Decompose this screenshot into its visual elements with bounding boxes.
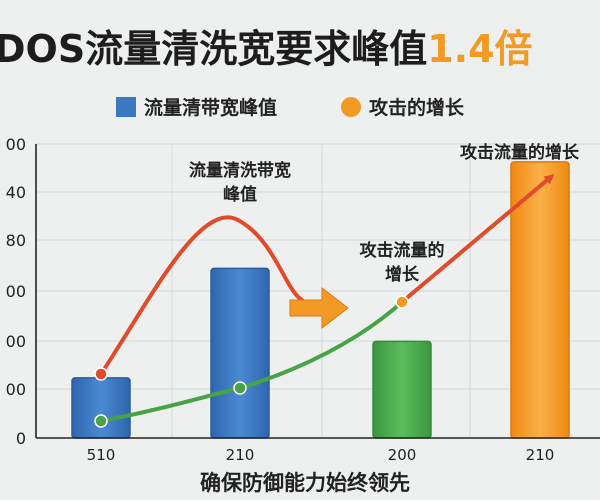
annotation-bandwidth-line2: 峰值 [223, 184, 257, 205]
legend-swatch-bandwidth [116, 97, 136, 117]
chart-title-main: DOS流量清洗宽要求峰值 [0, 27, 427, 71]
annotation-bandwidth-line1: 流量清洗带宽 [189, 160, 291, 181]
chart-title: DOS流量清洗宽要求峰值1.4倍 [0, 27, 533, 71]
y-tick-label: 00 [6, 380, 26, 399]
chart-text: 确保防御能力始终领先流量清洗带宽峰值攻击流量的增长攻击流量的增长流量清带宽峰值攻… [0, 27, 580, 495]
legend-swatch-attack [341, 97, 361, 117]
y-tick-label: 00 [6, 332, 26, 351]
x-axis-title: 确保防御能力始终领先 [200, 471, 410, 495]
trend-lines [94, 174, 555, 428]
y-tick-label: 00 [6, 282, 26, 301]
bar-200 [372, 340, 432, 439]
bar-510 [71, 377, 131, 439]
green-point [233, 381, 247, 395]
legend-label-bandwidth: 流量清带宽峰值 [144, 96, 277, 119]
annotation-attack-line2: 增长 [385, 264, 420, 285]
x-tick-label: 200 [388, 446, 417, 464]
y-tick-label: 40 [6, 183, 26, 202]
red-rising-arrow [400, 174, 555, 304]
x-tick-label: 510 [87, 446, 116, 464]
bar-210 [210, 267, 270, 439]
chart-title-highlight: 1.4倍 [427, 27, 532, 71]
x-tick-label: 210 [226, 446, 255, 464]
green-point [94, 414, 108, 428]
y-tick-label: 00 [6, 135, 26, 154]
orange-block-arrow [289, 286, 349, 330]
legend-label-attack: 攻击的增长 [369, 96, 465, 119]
orange-point [395, 295, 409, 309]
annotation-attack-line1: 攻击流量的 [360, 240, 445, 261]
red-trend-line [99, 215, 304, 376]
x-tick-label: 210 [526, 446, 555, 464]
y-tick-label: 0 [16, 429, 26, 448]
y-tick-label: 80 [6, 231, 26, 250]
red-point [94, 367, 108, 381]
annotation-attack-top: 攻击流量的增长 [460, 142, 580, 163]
